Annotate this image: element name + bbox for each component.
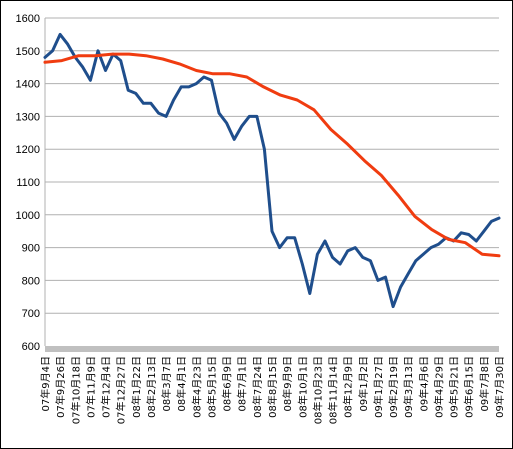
- chart-floor: [45, 346, 499, 352]
- x-tick-label: 07年9月26日: [54, 356, 67, 418]
- x-tick-label: 08年4月23日: [190, 356, 203, 418]
- x-tick-label: 08年7月24日: [251, 356, 264, 418]
- x-tick-label: 09年1月27日: [372, 356, 385, 418]
- price-series-line: [43, 32, 501, 309]
- y-axis: 600 700 800 900 1000 1100 1200 1300 1400 1500 1600: [16, 13, 40, 353]
- x-tick-label: 07年10月18日: [69, 356, 82, 424]
- y-tick-label: 700: [22, 308, 40, 320]
- x-tick-label: 08年9月9日: [281, 356, 294, 411]
- y-tick-label: 1300: [16, 111, 40, 123]
- x-tick-label: 07年11月9日: [84, 356, 97, 418]
- x-tick-label: 09年6月15日: [463, 356, 476, 418]
- y-tick-label: 1200: [16, 144, 40, 156]
- y-tick-label: 1000: [16, 210, 40, 222]
- x-tick-label: 08年3月7日: [160, 356, 173, 411]
- x-tick-label: 08年6月9日: [221, 356, 234, 411]
- x-tick-label: 09年4月6日: [417, 356, 430, 411]
- x-tick-label: 08年8月15日: [266, 356, 279, 418]
- x-tick-label: 08年11月14日: [327, 356, 340, 424]
- series-lines: [43, 32, 501, 309]
- x-tick-label: 08年5月15日: [205, 356, 218, 418]
- x-tick-label: 07年12月4日: [100, 356, 113, 418]
- x-tick-label: 09年1月2日: [357, 356, 370, 411]
- x-tick-label: 09年7月30日: [493, 356, 506, 418]
- x-tick-label: 09年5月21日: [448, 356, 461, 418]
- y-tick-label: 1600: [16, 13, 40, 25]
- x-tick-label: 08年2月13日: [145, 356, 158, 418]
- y-tick-label: 1500: [16, 46, 40, 58]
- x-tick-label: 08年10月1日: [296, 356, 309, 418]
- moving-average-line: [43, 52, 501, 258]
- x-tick-label: 07年9月4日: [39, 356, 52, 411]
- x-tick-label: 08年10月23日: [311, 356, 324, 424]
- y-tick-label: 900: [22, 243, 40, 255]
- x-tick-label: 08年7月1日: [236, 356, 249, 411]
- x-tick-label: 09年4月29日: [432, 356, 445, 418]
- y-tick-label: 800: [22, 275, 40, 287]
- x-tick-label: 08年1月22日: [130, 356, 143, 418]
- y-tick-label: 1100: [16, 177, 40, 189]
- x-axis: 07年9月4日 07年9月26日 07年10月18日 07年11月9日 07年12月4日…: [39, 356, 506, 424]
- x-tick-label: 08年4月1日: [175, 356, 188, 411]
- x-tick-label: 09年7月8日: [478, 356, 491, 411]
- x-tick-label: 09年2月19日: [387, 356, 400, 418]
- gridlines: [44, 17, 499, 352]
- x-tick-label: 07年12月27日: [115, 356, 128, 424]
- x-tick-label: 08年12月9日: [342, 356, 355, 418]
- x-tick-label: 09年3月13日: [402, 356, 415, 418]
- y-tick-label: 1400: [16, 79, 40, 91]
- y-tick-label: 600: [22, 341, 40, 353]
